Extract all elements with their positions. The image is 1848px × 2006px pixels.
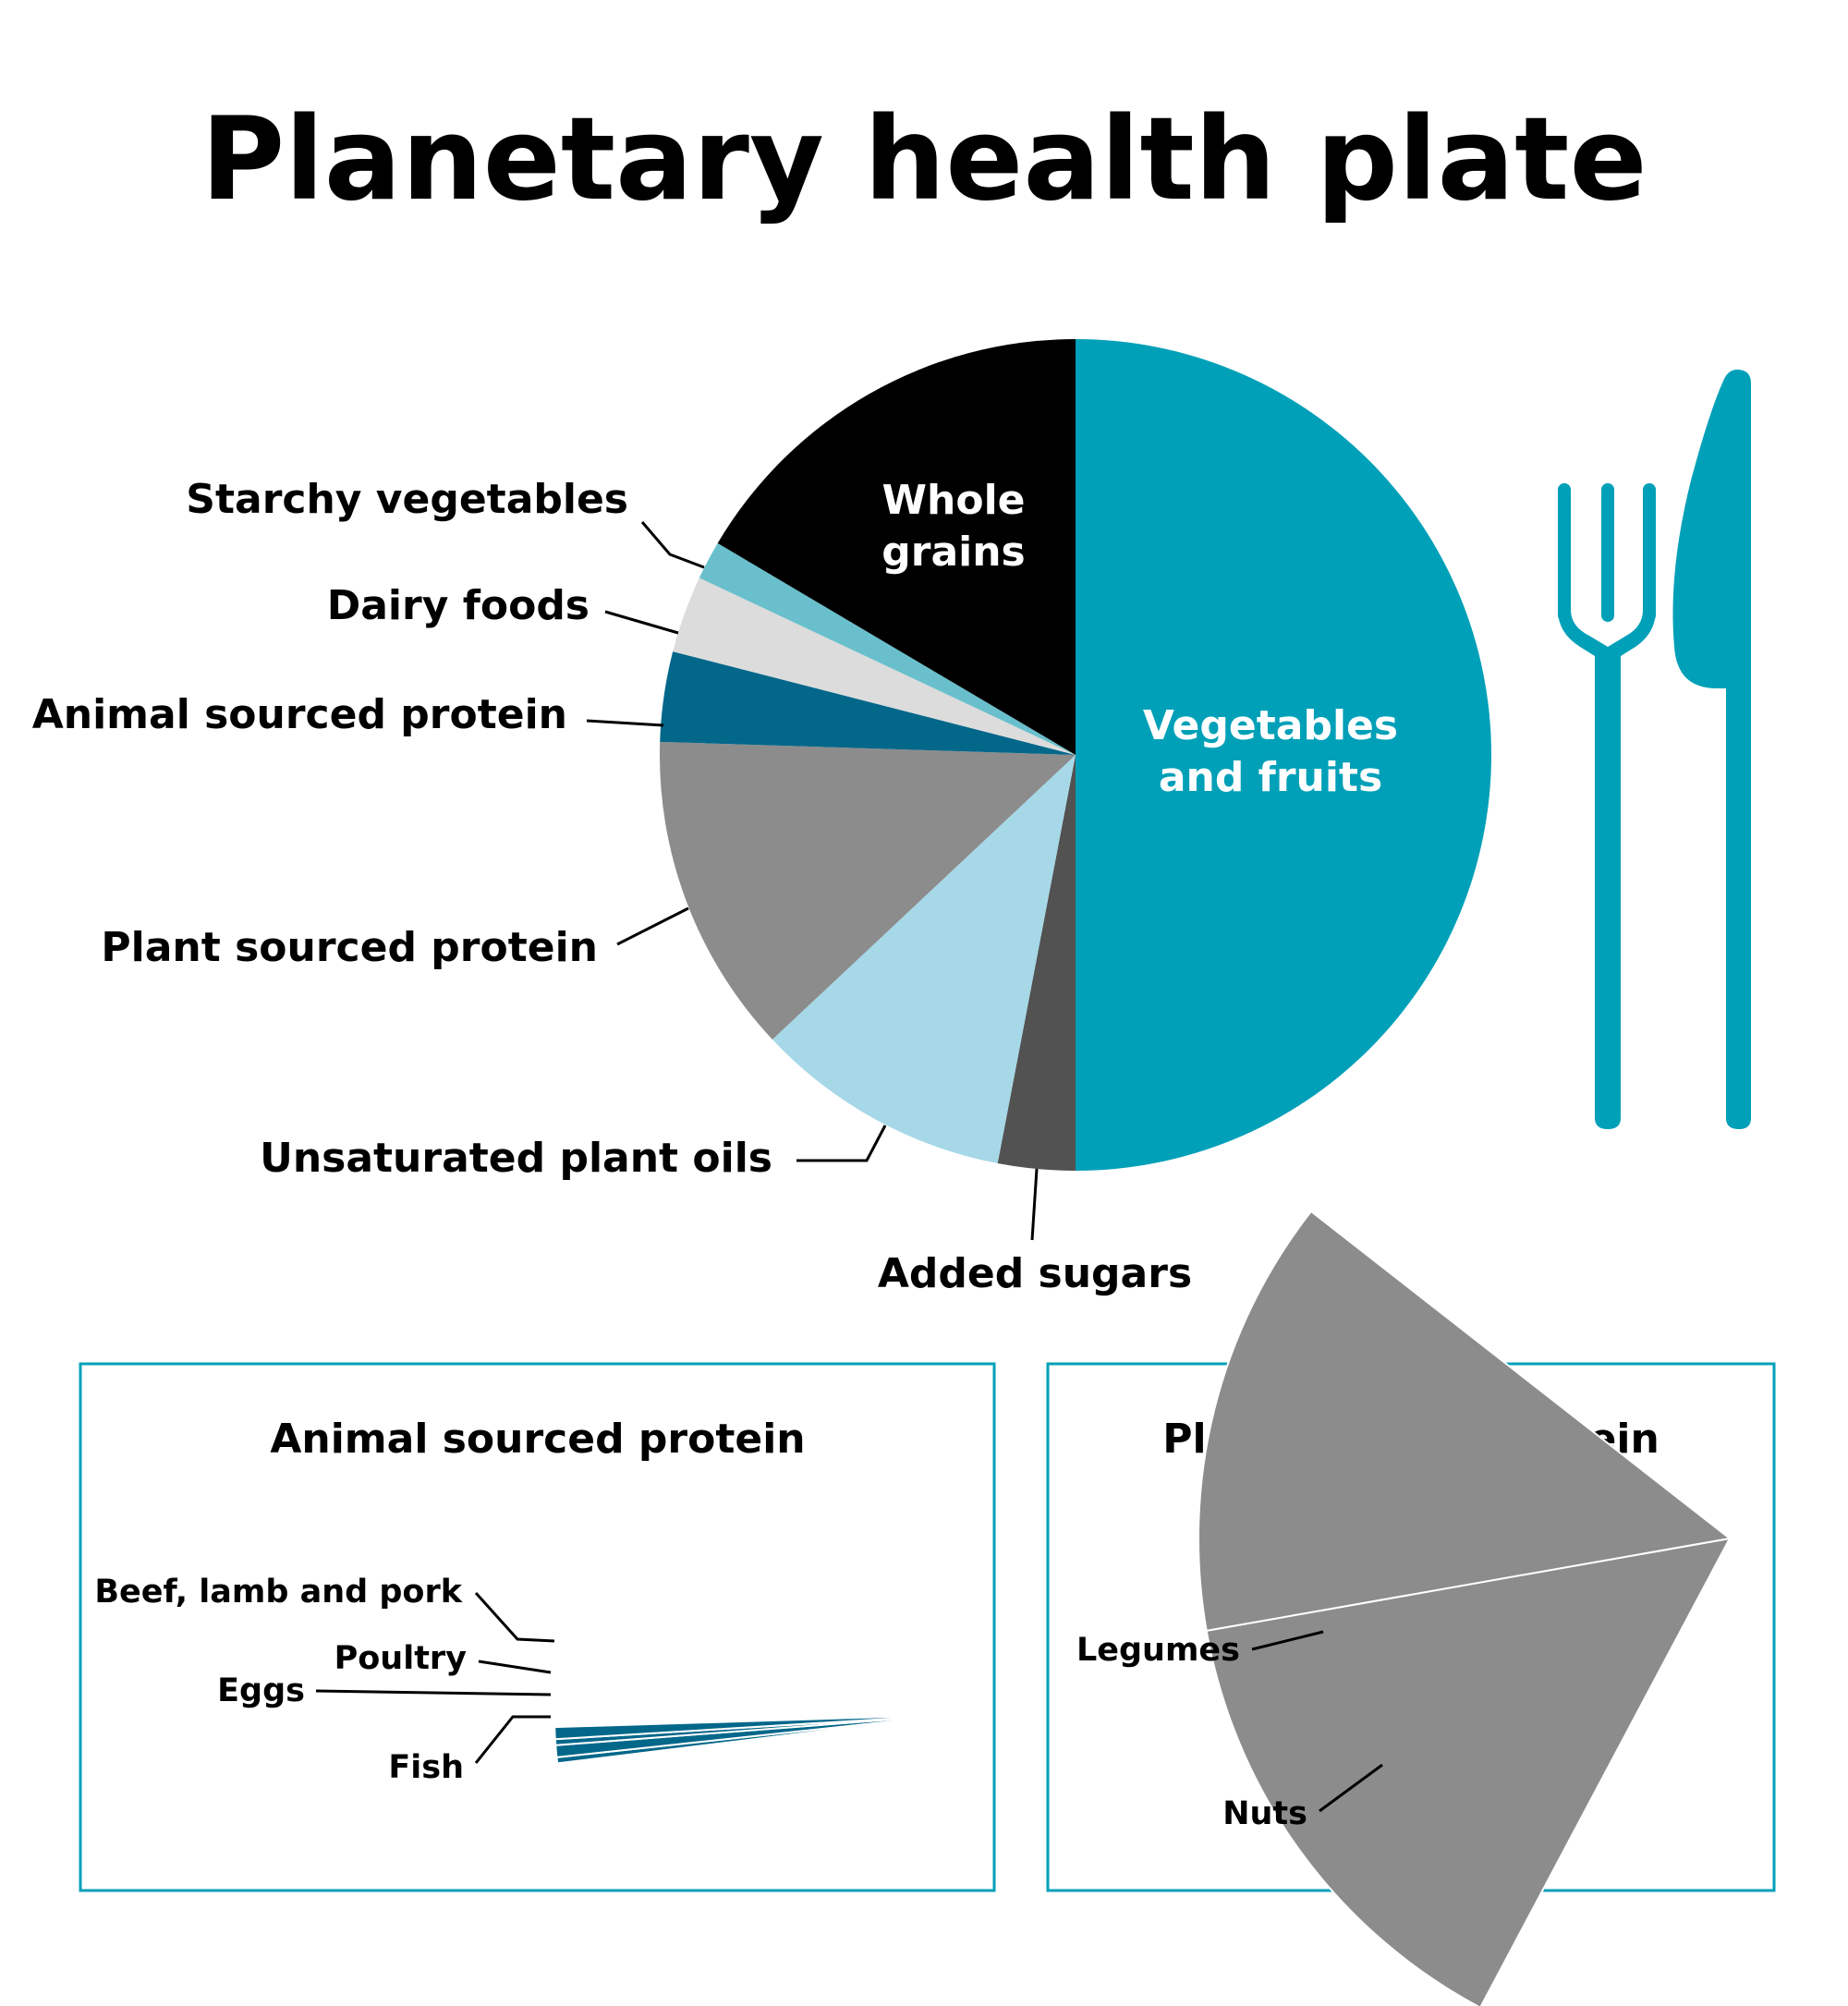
label-vegetables-and-fruits-line1: Vegetables — [1143, 702, 1398, 749]
label-unsaturated-plant-oils: Unsaturated plant oils — [260, 1135, 772, 1182]
label-dairy-foods: Dairy foods — [327, 582, 590, 629]
label-added-sugars: Added sugars — [878, 1250, 1192, 1297]
label-whole-grains-line1: Whole — [881, 477, 1025, 524]
animal-protein-panel-title: Animal sourced protein — [270, 1416, 805, 1463]
leader-nuts — [1319, 1763, 1383, 1813]
leader-added-sugars — [1030, 1168, 1039, 1241]
fork-icon — [1558, 483, 1656, 1129]
leader-poultry — [478, 1660, 552, 1674]
pie-slice-starchy-vegetables — [699, 542, 1076, 755]
label-whole-grains-line2: grains — [881, 529, 1025, 576]
main-pie-chart — [659, 339, 1491, 1171]
page-title: Planetary health plate — [201, 93, 1647, 226]
leader-eggs — [315, 1689, 552, 1696]
leader-plant-sourced-protein — [616, 906, 689, 946]
label-animal-sourced-protein: Animal sourced protein — [32, 691, 567, 738]
label-nuts: Nuts — [1222, 1795, 1307, 1832]
fan-slice-legumes — [1205, 1537, 1732, 2006]
animal-protein-labels: Beef, lamb and pork Poultry Eggs Fish — [94, 1574, 555, 1786]
label-beef-lamb-pork: Beef, lamb and pork — [94, 1574, 462, 1611]
fan-slice-fish — [553, 1714, 953, 1741]
label-eggs: Eggs — [217, 1672, 305, 1709]
pie-slice-vegetables-and-fruits — [1076, 339, 1491, 1171]
plant-protein-fan-chart — [1198, 1210, 1732, 2006]
pie-slice-unsaturated-plant-oils — [772, 755, 1076, 1164]
pie-slice-whole-grains — [717, 339, 1076, 755]
leader-fish — [474, 1715, 551, 1764]
label-vegetables-and-fruits-line2: and fruits — [1159, 754, 1382, 801]
label-plant-sourced-protein: Plant sourced protein — [101, 924, 598, 971]
leader-beef-lamb-pork — [474, 1591, 555, 1643]
label-poultry: Poultry — [334, 1640, 468, 1677]
leader-dairy-foods — [604, 610, 679, 635]
pie-slice-animal-sourced-protein — [660, 651, 1076, 755]
label-starchy-vegetables: Starchy vegetables — [186, 476, 628, 523]
animal-protein-panel — [79, 1362, 996, 1892]
leader-legumes — [1251, 1630, 1324, 1651]
label-fish: Fish — [388, 1749, 464, 1786]
animal-protein-fan-chart — [553, 1714, 953, 1765]
pie-slice-added-sugars — [997, 755, 1076, 1171]
plant-protein-labels: Legumes Nuts — [1076, 1630, 1383, 1832]
fan-slice-nuts — [1198, 1210, 1732, 1633]
main-pie-labels: Starchy vegetables Dairy foods Animal so… — [32, 476, 1398, 1297]
leader-animal-sourced-protein — [586, 719, 664, 727]
leader-unsaturated-plant-oils — [796, 1125, 887, 1162]
knife-icon — [1672, 370, 1751, 1129]
pie-slice-dairy-foods — [673, 577, 1076, 755]
label-legumes: Legumes — [1076, 1632, 1240, 1669]
pie-slice-plant-sourced-protein — [659, 741, 1076, 1040]
leader-starchy-vegetables — [640, 521, 705, 569]
